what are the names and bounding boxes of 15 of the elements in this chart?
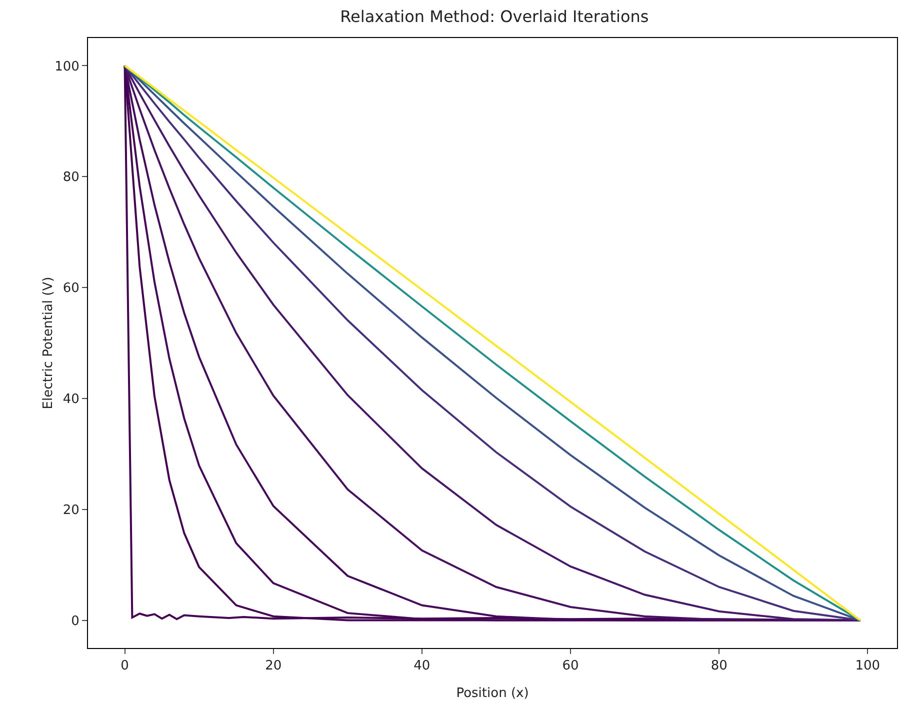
x-tick-label: 40	[414, 658, 430, 674]
y-tick-label: 40	[62, 392, 80, 407]
x-tick-label: 80	[710, 658, 728, 674]
chart-title: Relaxation Method: Overlaid Iterations	[340, 6, 649, 26]
y-tick-label: 0	[71, 614, 80, 629]
x-tick-label: 0	[120, 658, 129, 674]
y-tick-label: 80	[62, 170, 80, 186]
x-tick-label: 60	[562, 658, 579, 674]
x-tick-label: 100	[855, 658, 880, 674]
y-tick-label: 20	[62, 502, 80, 518]
y-tick-label: 60	[62, 281, 80, 296]
y-tick-label: 100	[54, 59, 80, 74]
y-axis-title: Electric Potential (V)	[41, 276, 56, 410]
x-tick-label: 20	[265, 658, 282, 674]
x-axis-title: Position (x)	[456, 686, 529, 701]
